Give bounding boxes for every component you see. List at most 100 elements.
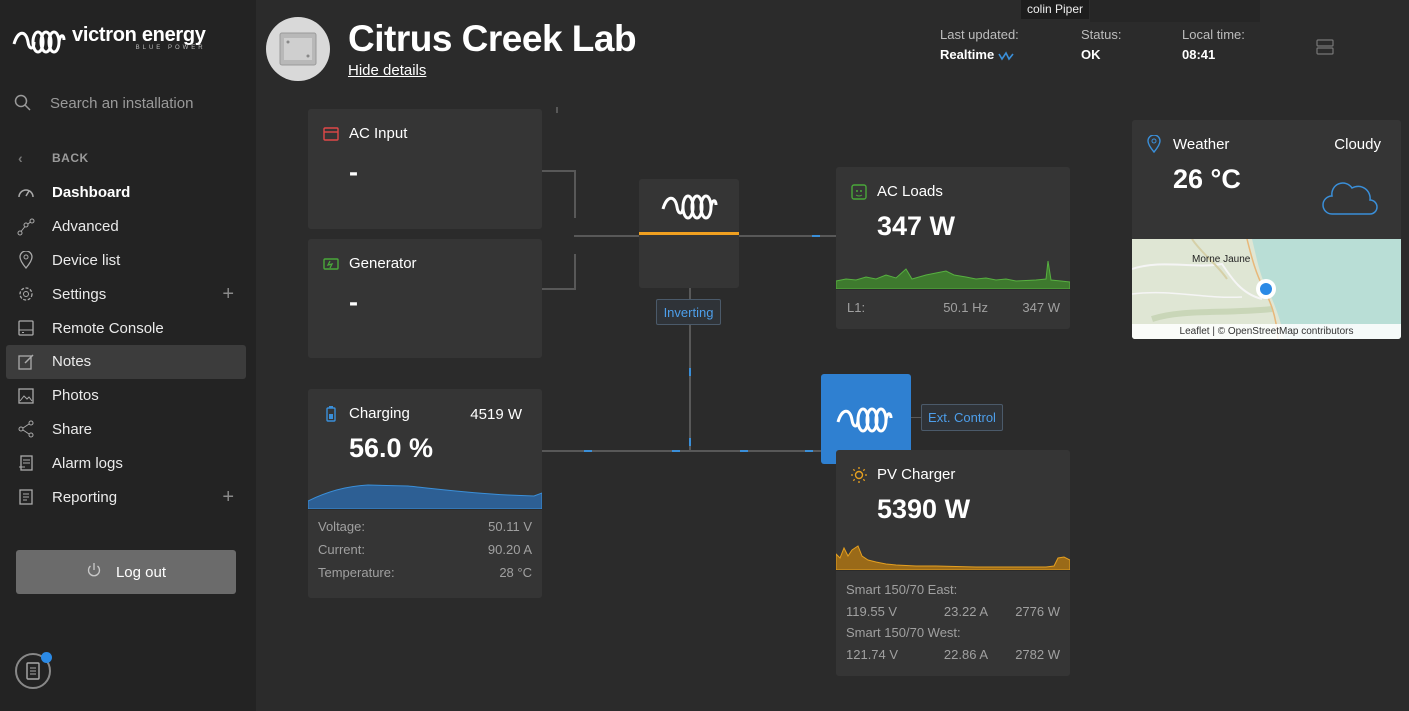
console-icon xyxy=(16,318,36,338)
pv-charger-voltage: 121.74 V xyxy=(846,647,899,662)
pv-charger-current: 22.86 A xyxy=(943,647,988,662)
sidebar-item-device-list[interactable]: Device list xyxy=(6,244,246,278)
notification-dot xyxy=(41,652,52,663)
share-icon xyxy=(16,419,36,439)
ac-input-icon xyxy=(323,127,339,141)
ac-input-card[interactable]: AC Input - xyxy=(308,109,542,229)
sidebar-item-label: Device list xyxy=(52,251,121,269)
ac-loads-icon xyxy=(851,184,867,200)
inverter-status-bar xyxy=(639,232,739,235)
sidebar-item-notes[interactable]: Notes xyxy=(6,344,246,379)
victron-pv-icon xyxy=(836,407,893,433)
victron-inverter-icon xyxy=(661,194,718,220)
sidebar-item-label: Advanced xyxy=(52,218,119,236)
sidebar-item-label: Share xyxy=(52,420,93,438)
page-title: Citrus Creek Lab xyxy=(348,18,637,59)
hide-details-link[interactable]: Hide details xyxy=(348,62,427,79)
local-time-label: Local time: xyxy=(1182,27,1245,42)
sidebar-item-share[interactable]: Share xyxy=(6,413,246,447)
status-value: OK xyxy=(1081,47,1101,62)
ac-loads-sparkline xyxy=(836,260,1070,289)
card-divider xyxy=(836,570,1070,571)
inverter-tile[interactable] xyxy=(639,179,739,288)
pv-charger-current: 23.22 A xyxy=(943,604,988,619)
search-installation[interactable]: Search an installation xyxy=(14,94,193,112)
sidebar-item-advanced[interactable]: Advanced xyxy=(6,210,246,244)
last-updated-value: Realtime xyxy=(940,47,1014,62)
card-divider xyxy=(836,289,1070,290)
weather-card[interactable]: Weather Cloudy 26 °C Morne Jaune Leaflet… xyxy=(1132,120,1401,339)
connector-line xyxy=(542,450,836,452)
battery-soc-chart xyxy=(308,484,542,509)
pv-sparkline xyxy=(836,545,1070,570)
expand-plus-icon[interactable]: + xyxy=(222,282,234,305)
location-pin-icon xyxy=(1147,135,1161,153)
sidebar-item-remote-console[interactable]: Remote Console xyxy=(6,311,246,345)
victron-logo[interactable]: victron energy BLUE POWER xyxy=(12,24,206,58)
ac-input-title: AC Input xyxy=(349,125,408,142)
alarm-log-icon xyxy=(16,453,36,473)
sidebar-item-alarm-logs[interactable]: Alarm logs xyxy=(6,446,246,480)
flow-dot xyxy=(584,450,592,452)
site-avatar[interactable] xyxy=(266,17,330,81)
logout-button[interactable]: Log out xyxy=(16,550,236,594)
generator-card[interactable]: Generator - xyxy=(308,239,542,358)
ac-input-value: - xyxy=(349,157,358,187)
location-map[interactable]: Morne Jaune Leaflet | © OpenStreetMap co… xyxy=(1132,239,1401,339)
gear-icon xyxy=(16,284,36,304)
connector-line xyxy=(911,417,923,418)
ac-loads-line-label: L1: xyxy=(847,300,866,315)
sidebar-item-reporting[interactable]: Reporting + xyxy=(6,480,246,514)
connector-line xyxy=(574,170,576,218)
current-value: 90.20 A xyxy=(487,542,532,557)
edit-icon xyxy=(16,352,36,372)
ac-loads-card[interactable]: AC Loads 347 W L1: 50.1 Hz 347 W xyxy=(836,167,1070,329)
local-time-value: 08:41 xyxy=(1182,47,1216,62)
battery-card[interactable]: Charging 4519 W 56.0 % Voltage: 50.11 V … xyxy=(308,389,542,598)
flow-dot xyxy=(740,450,748,452)
gauge-icon xyxy=(16,183,36,203)
search-icon xyxy=(14,94,31,111)
server-icon[interactable] xyxy=(1316,38,1334,61)
voltage-value: 50.11 V xyxy=(488,519,532,534)
flow-dot xyxy=(805,450,813,452)
realtime-wave-icon xyxy=(998,50,1014,61)
sidebar-item-label: Alarm logs xyxy=(52,454,123,472)
sidebar-item-photos[interactable]: Photos xyxy=(6,379,246,413)
connector-line xyxy=(574,254,576,290)
sidebar: victron energy BLUE POWER Search an inst… xyxy=(0,0,256,711)
map-location-marker[interactable] xyxy=(1256,279,1276,299)
card-divider xyxy=(308,509,542,510)
sidebar-item-label: Reporting xyxy=(52,488,118,506)
map-attribution[interactable]: Leaflet | © OpenStreetMap contributors xyxy=(1132,324,1401,339)
pv-charger-voltage: 119.55 V xyxy=(846,604,898,619)
notes-button[interactable] xyxy=(15,653,51,689)
back-link[interactable]: ‹ BACK xyxy=(18,150,89,166)
chevron-left-icon: ‹ xyxy=(18,150,24,166)
sidebar-item-label: Dashboard xyxy=(52,184,131,202)
battery-state: Charging xyxy=(349,405,410,422)
connector-line xyxy=(542,170,576,172)
flow-dot xyxy=(812,235,820,237)
power-icon xyxy=(86,562,102,582)
sidebar-item-dashboard[interactable]: Dashboard xyxy=(6,176,246,210)
sidebar-item-label: Settings xyxy=(52,285,107,303)
pv-charger-card[interactable]: PV Charger 5390 W Smart 150/70 East: 119… xyxy=(836,450,1070,676)
location-pin-icon xyxy=(16,250,36,270)
sidebar-item-label: Remote Console xyxy=(52,319,164,337)
battery-power: 4519 W xyxy=(470,406,522,423)
back-label: BACK xyxy=(52,151,89,165)
pv-charger-tile[interactable] xyxy=(821,374,911,464)
weather-temperature: 26 °C xyxy=(1173,164,1241,194)
flow-dot xyxy=(689,438,691,446)
battery-icon xyxy=(326,406,336,422)
expand-plus-icon[interactable]: + xyxy=(222,485,234,508)
temperature-value: 28 °C xyxy=(499,565,532,580)
map-town-label: Morne Jaune xyxy=(1192,254,1251,265)
sidebar-item-settings[interactable]: Settings + xyxy=(6,277,246,311)
last-updated-label: Last updated: xyxy=(940,27,1019,42)
weather-title: Weather xyxy=(1173,136,1230,153)
generator-title: Generator xyxy=(349,255,417,272)
ac-loads-power: 347 W xyxy=(1022,300,1060,315)
pv-charger-name: Smart 150/70 West: xyxy=(846,625,961,640)
